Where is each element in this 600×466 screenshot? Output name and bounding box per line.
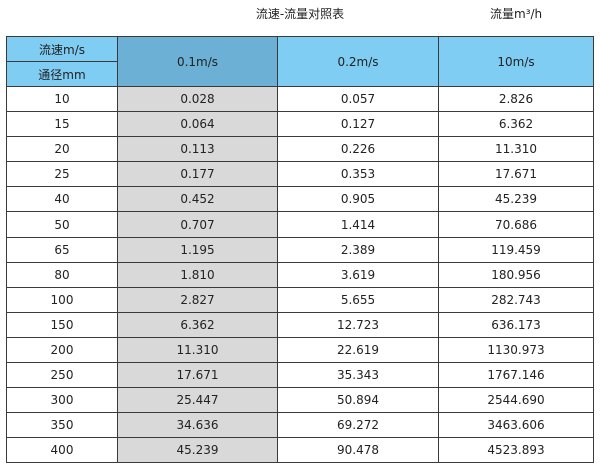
diameter-cell: 150 [6,311,118,338]
flow-cell: 0.226 [277,136,439,163]
flow-cell: 17.671 [438,161,594,188]
table-row: 25 0.177 0.353 17.671 [6,161,594,188]
table-row: 150 6.362 12.723 636.173 [6,311,594,338]
title-text: 流速-流量对照表 [255,7,345,21]
flow-cell: 3463.606 [438,412,594,439]
diameter-cell: 15 [6,111,118,138]
flow-velocity-table: 流速m/s 0.1m/s 0.2m/s 10m/s 通径mm 10 0.028 0.… [6,36,594,464]
flow-cell: 11.310 [117,336,278,364]
table-row: 10 0.028 0.057 2.826 [6,85,594,113]
flow-cell: 0.353 [277,161,439,188]
flow-cell: 1130.973 [438,336,594,364]
flow-cell: 45.239 [117,437,278,464]
flow-cell: 0.127 [277,111,439,138]
column-header: 0.2m/s [277,36,439,87]
flow-cell: 6.362 [438,111,594,138]
table-row: 100 2.827 5.655 282.743 [6,286,594,313]
diameter-cell: 350 [6,412,118,439]
flow-cell: 50.894 [277,387,439,414]
flow-cell: 282.743 [438,286,594,313]
flow-cell: 1767.146 [438,362,594,389]
flow-cell: 0.905 [277,186,439,213]
table-row: 400 45.239 90.478 4523.893 [6,437,594,464]
diameter-cell: 65 [6,236,118,263]
diameter-cell: 100 [6,286,118,313]
flow-cell: 636.173 [438,311,594,338]
diameter-cell: 50 [6,211,118,238]
diameter-cell: 20 [6,136,118,163]
flow-cell: 1.810 [117,261,278,288]
diameter-cell: 25 [6,161,118,188]
flow-cell: 180.956 [438,261,594,288]
table-row: 300 25.447 50.894 2544.690 [6,387,594,414]
flow-cell: 35.343 [277,362,439,389]
flow-cell: 4523.893 [438,437,594,464]
flow-cell: 2544.690 [438,387,594,414]
diameter-cell: 300 [6,387,118,414]
flow-cell: 90.478 [277,437,439,464]
column-header: 0.1m/s [117,36,278,87]
flow-cell: 11.310 [438,136,594,163]
flow-cell: 3.619 [277,261,439,288]
table-row: 200 11.310 22.619 1130.973 [6,336,594,364]
diameter-cell: 200 [6,336,118,364]
flow-cell: 6.362 [117,311,278,338]
table-row: 350 34.636 69.272 3463.606 [6,412,594,439]
flow-cell: 0.113 [117,136,278,163]
unit-label: 流量m³/h [490,7,543,21]
diameter-cell: 40 [6,186,118,213]
table-row: 20 0.113 0.226 11.310 [6,136,594,163]
flow-cell: 2.827 [117,286,278,313]
flow-cell: 2.826 [438,85,594,113]
flow-cell: 12.723 [277,311,439,338]
diameter-header: 通径mm [6,61,118,87]
flow-cell: 45.239 [438,186,594,213]
flow-cell: 5.655 [277,286,439,313]
velocity-header: 流速m/s [6,36,118,62]
flow-cell: 70.686 [438,211,594,238]
table-row: 65 1.195 2.389 119.459 [6,236,594,263]
flow-cell: 0.452 [117,186,278,213]
flow-cell: 0.064 [117,111,278,138]
flow-cell: 0.057 [277,85,439,113]
flow-cell: 0.028 [117,85,278,113]
diameter-cell: 250 [6,362,118,389]
diameter-cell: 400 [6,437,118,464]
column-header: 10m/s [438,36,594,87]
flow-cell: 2.389 [277,236,439,263]
table-row: 40 0.452 0.905 45.239 [6,186,594,213]
diameter-cell: 10 [6,85,118,113]
flow-cell: 69.272 [277,412,439,439]
flow-cell: 0.707 [117,211,278,238]
table-row: 15 0.064 0.127 6.362 [6,111,594,138]
table-row: 80 1.810 3.619 180.956 [6,261,594,288]
table-row: 50 0.707 1.414 70.686 [6,211,594,238]
flow-cell: 25.447 [117,387,278,414]
flow-cell: 1.195 [117,236,278,263]
table-row: 250 17.671 35.343 1767.146 [6,362,594,389]
flow-cell: 22.619 [277,336,439,364]
diameter-cell: 80 [6,261,118,288]
table-title: 流速-流量对照表 [0,5,600,22]
flow-cell: 1.414 [277,211,439,238]
flow-cell: 0.177 [117,161,278,188]
flow-cell: 34.636 [117,412,278,439]
flow-cell: 119.459 [438,236,594,263]
flow-cell: 17.671 [117,362,278,389]
